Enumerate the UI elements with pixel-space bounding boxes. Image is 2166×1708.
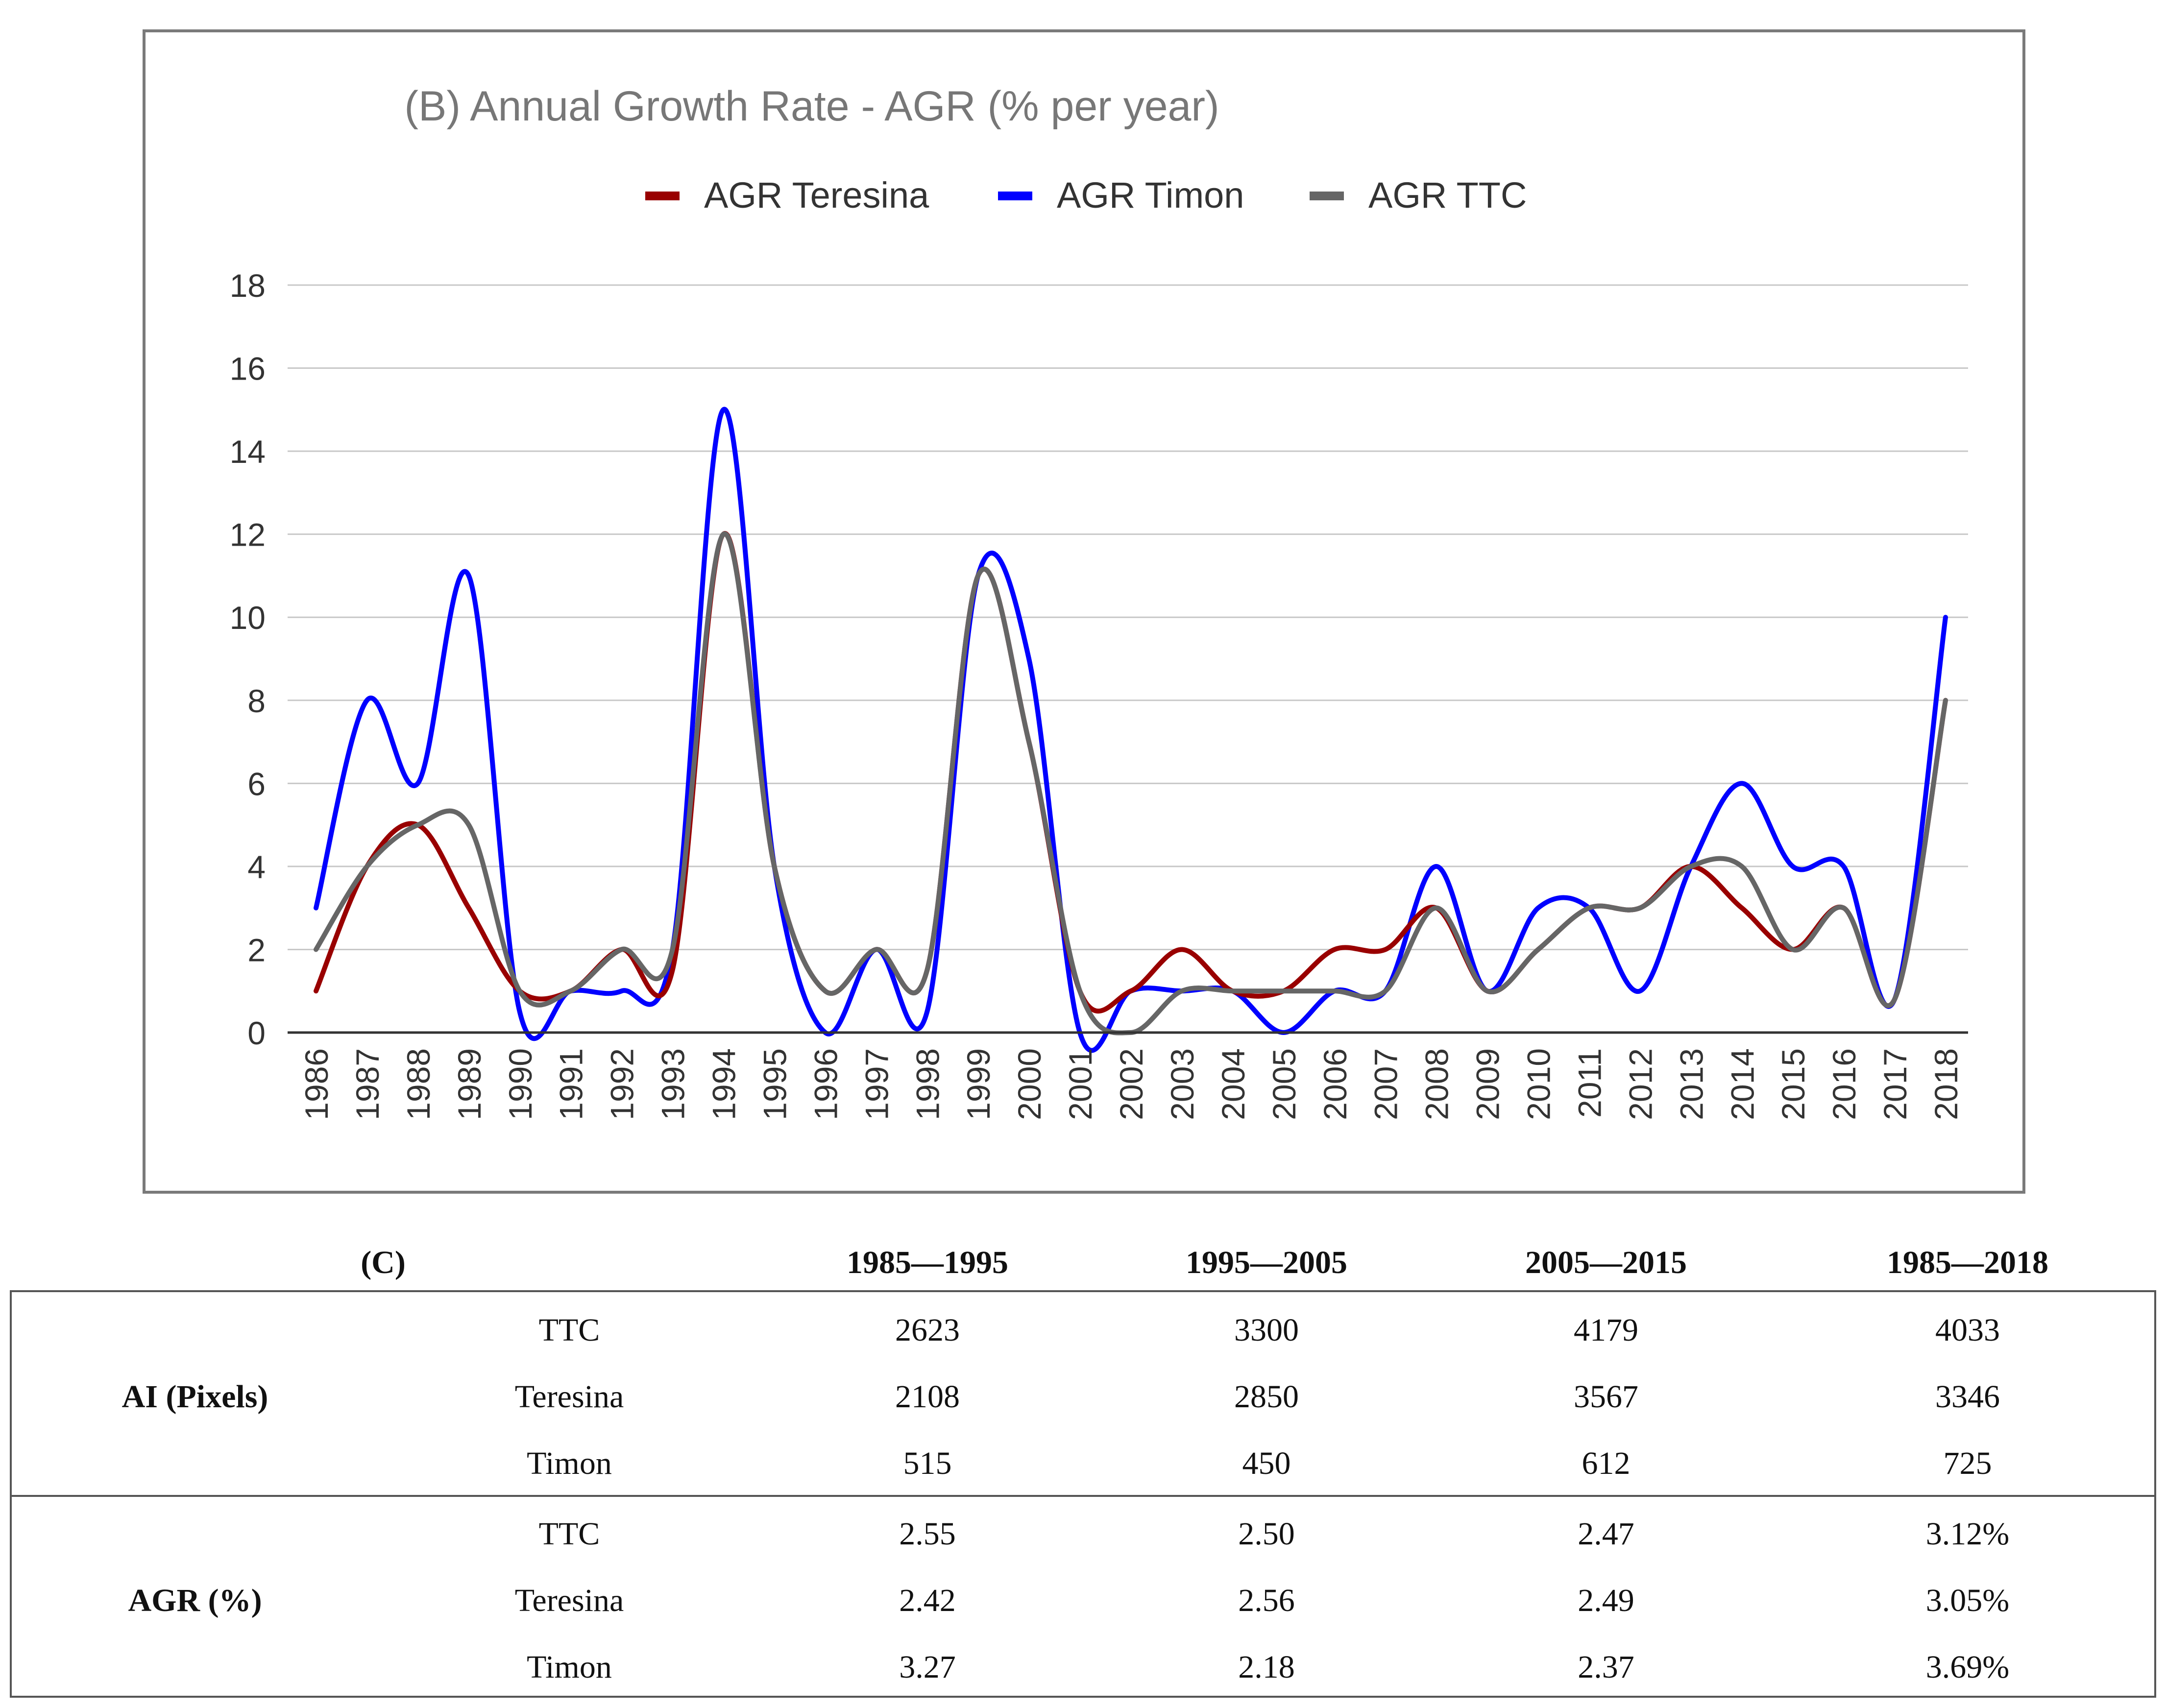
column-header: 1985—1995	[847, 1245, 1008, 1280]
table-border	[10, 1290, 2156, 1698]
chart-panel: (B) Annual Growth Rate - AGR (% per year…	[143, 29, 2025, 1194]
legend-label: AGR Timon	[1057, 175, 1244, 216]
x-tick-label: 1991	[553, 1048, 589, 1120]
legend-label: AGR TTC	[1368, 175, 1527, 216]
x-tick-label: 1999	[960, 1048, 997, 1120]
table-cell: 2108	[895, 1379, 960, 1415]
table-cell: 2.49	[1578, 1583, 1634, 1618]
x-tick-label: 2006	[1317, 1048, 1353, 1120]
y-tick-label: 14	[230, 433, 266, 470]
x-tick-label: 1995	[756, 1048, 793, 1120]
series-line-agr-timon	[314, 407, 1948, 1053]
x-tick-label: 2004	[1215, 1048, 1251, 1120]
table-cell: 2.56	[1238, 1583, 1295, 1618]
agr-line-chart: (B) Annual Growth Rate - AGR (% per year…	[230, 83, 1968, 1120]
y-tick-label: 18	[230, 267, 266, 304]
x-tick-label: 2009	[1470, 1048, 1506, 1120]
x-tick-label: 2015	[1775, 1048, 1811, 1120]
y-tick-label: 0	[247, 1015, 266, 1051]
row-label: Teresina	[514, 1379, 624, 1415]
row-label: TTC	[538, 1312, 600, 1348]
x-tick-label: 1996	[807, 1048, 844, 1120]
table-cell: 3.05%	[1925, 1583, 2010, 1618]
x-tick-label: 2010	[1521, 1048, 1557, 1120]
x-tick-label: 1987	[349, 1048, 386, 1120]
table-cell: 515	[903, 1445, 952, 1481]
x-tick-label: 1989	[451, 1048, 487, 1120]
y-tick-label: 6	[247, 766, 266, 802]
x-tick-label: 1990	[502, 1048, 538, 1120]
table-cell: 2.50	[1238, 1516, 1295, 1552]
legend-item: AGR Teresina	[645, 175, 929, 216]
x-tick-label: 2000	[1011, 1048, 1047, 1120]
y-tick-label: 12	[230, 517, 266, 553]
legend-swatch	[645, 192, 680, 200]
legend-swatch	[998, 192, 1032, 200]
x-tick-label: 1993	[655, 1048, 691, 1120]
x-tick-label: 2012	[1622, 1048, 1658, 1120]
x-tick-label: 2008	[1419, 1048, 1455, 1120]
row-group-label: AGR (%)	[128, 1583, 262, 1618]
x-tick-label: 2005	[1266, 1048, 1302, 1120]
x-tick-label: 2003	[1164, 1048, 1200, 1120]
table-cell: 3.27	[899, 1649, 956, 1685]
table-cell: 725	[1943, 1445, 1992, 1481]
chart-legend: AGR Teresina AGR Timon AGR TTC	[645, 175, 1527, 216]
table-group-divider	[10, 1495, 2156, 1497]
x-tick-label: 1998	[909, 1048, 946, 1120]
table-label: (C)	[361, 1245, 406, 1280]
table-cell: 2850	[1234, 1379, 1299, 1415]
x-tick-label: 1992	[604, 1048, 640, 1120]
row-label: Timon	[527, 1649, 612, 1685]
table-cell: 2.37	[1578, 1649, 1634, 1685]
x-tick-label: 2018	[1928, 1048, 1964, 1120]
y-tick-label: 8	[247, 683, 266, 719]
table-cell: 3.69%	[1925, 1649, 2010, 1685]
table-cell: 2.18	[1238, 1649, 1295, 1685]
y-tick-label: 16	[230, 351, 266, 387]
y-tick-label: 10	[230, 600, 266, 636]
table-cell: 4179	[1574, 1312, 1638, 1348]
table-c: (C) 1985—1995 1995—2005 2005—2015 1985—2018 A…	[0, 1210, 2166, 1708]
table-cell: 450	[1242, 1445, 1291, 1481]
legend-label: AGR Teresina	[704, 175, 929, 216]
legend-swatch	[1310, 192, 1344, 200]
column-header: 2005—2015	[1525, 1245, 1687, 1280]
x-tick-label: 1988	[400, 1048, 437, 1120]
table-cell: 612	[1582, 1445, 1631, 1481]
row-label: TTC	[538, 1516, 600, 1552]
x-tick-label: 1997	[858, 1048, 895, 1120]
row-label: Timon	[527, 1445, 612, 1481]
table-cell: 2.55	[899, 1516, 956, 1552]
x-tick-label: 2017	[1877, 1048, 1913, 1120]
table-cell: 2.47	[1578, 1516, 1634, 1552]
table-cell: 2.42	[899, 1583, 956, 1618]
x-tick-label: 2014	[1724, 1048, 1760, 1120]
x-tick-label: 2011	[1571, 1048, 1607, 1118]
row-group-label: AI (Pixels)	[122, 1379, 268, 1415]
legend-item: AGR TTC	[1310, 175, 1527, 216]
legend-item: AGR Timon	[998, 175, 1244, 216]
table-cell: 3.12%	[1925, 1516, 2010, 1552]
table-cell: 2623	[895, 1312, 960, 1348]
y-tick-label: 4	[247, 849, 266, 885]
x-tick-label: 2013	[1673, 1048, 1709, 1120]
chart-title: (B) Annual Growth Rate - AGR (% per year…	[404, 83, 1219, 130]
row-label: Teresina	[514, 1583, 624, 1618]
table-cell: 3346	[1935, 1379, 2000, 1415]
x-tick-label: 2002	[1113, 1048, 1149, 1120]
y-tick-label: 2	[247, 932, 266, 968]
series-line-agr-teresina	[314, 531, 1948, 1014]
x-tick-label: 1986	[298, 1048, 335, 1120]
x-tick-label: 2001	[1062, 1048, 1098, 1120]
table-cell: 3567	[1574, 1379, 1638, 1415]
column-header: 1995—2005	[1186, 1245, 1347, 1280]
series-line-agr-ttc	[314, 531, 1948, 1035]
table-cell: 3300	[1234, 1312, 1299, 1348]
column-header: 1985—2018	[1887, 1245, 2048, 1280]
x-tick-label: 1994	[706, 1048, 742, 1120]
x-tick-label: 2016	[1826, 1048, 1862, 1120]
table-cell: 4033	[1935, 1312, 2000, 1348]
x-tick-label: 2007	[1368, 1048, 1404, 1120]
